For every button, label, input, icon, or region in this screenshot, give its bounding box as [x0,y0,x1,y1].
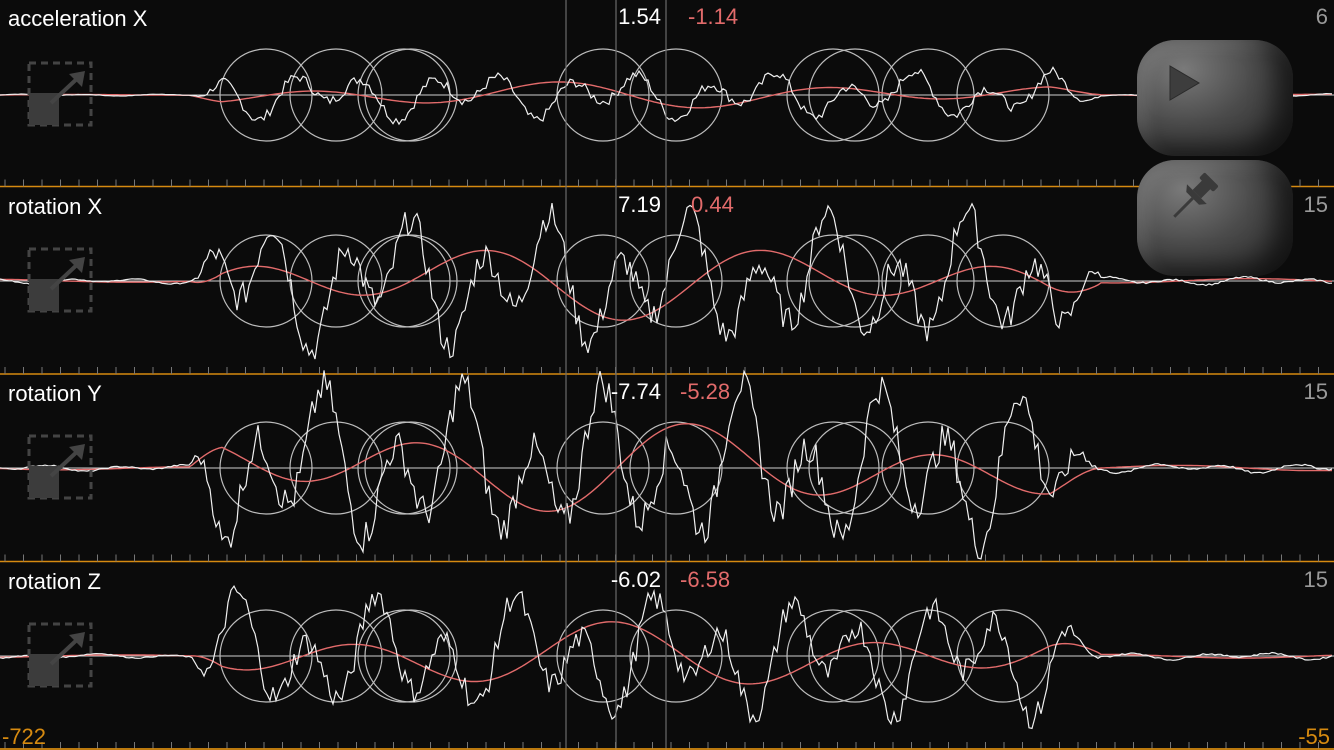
gesture-circle [786,48,880,142]
expand-icon-arrowhead [69,71,85,87]
panel-value-rotation-x: 7.19 [618,192,661,217]
gesture-circle [219,234,313,328]
gesture-circle [808,421,902,515]
gesture-circle [289,421,383,515]
play-icon [1169,65,1200,101]
panel-value-acceleration-x: 1.54 [618,4,661,29]
gesture-circle [956,48,1050,142]
gesture-circle [629,421,723,515]
gesture-circle [364,48,458,142]
gesture-circle [786,234,880,328]
gesture-circle [808,234,902,328]
panel-value2-rotation-x: 0.44 [691,192,734,217]
gesture-circle [219,609,313,703]
pin-button[interactable] [1137,160,1293,276]
range-end-label: -55 [1298,724,1330,749]
gesture-circle [289,609,383,703]
panel-value-rotation-z: -6.02 [610,567,661,592]
panel-scale-acceleration-x: 6 [1315,4,1328,29]
expand-icon-arrowhead [69,444,85,460]
panel-title-acceleration-x: acceleration X [8,6,148,31]
panel-scale-rotation-x: 15 [1303,192,1328,217]
gesture-circle [808,48,902,142]
panel-scale-rotation-y: 15 [1303,379,1328,404]
gesture-circle [364,421,458,515]
panel-scale-rotation-z: 15 [1303,567,1328,592]
panel-title-rotation-y: rotation Y [8,381,102,406]
range-start-label: -722 [2,724,47,749]
panel-value2-rotation-y: -5.28 [680,379,731,404]
gesture-circle [786,421,880,515]
panel-value-rotation-y: -7.74 [610,379,661,404]
panel-value2-rotation-z: -6.58 [680,567,731,592]
gesture-circle [556,234,650,328]
play-button[interactable] [1137,40,1293,156]
gesture-circle [629,609,723,703]
panel-title-rotation-z: rotation Z [8,569,101,594]
expand-icon-arrowhead [69,632,85,648]
expand-icon-arrowhead [69,257,85,273]
gesture-circle [629,234,723,328]
panel-title-rotation-x: rotation X [8,194,103,219]
gesture-circle [786,609,880,703]
panel-value2-acceleration-x: -1.14 [688,4,739,29]
gesture-circle [219,48,313,142]
gesture-circle [556,609,650,703]
gesture-circle [881,48,975,142]
gesture-circle [364,609,458,703]
gesture-circle [881,234,975,328]
gesture-circle [289,234,383,328]
pin-icon [1173,173,1218,218]
gesture-circle [219,421,313,515]
gesture-circle [289,48,383,142]
gesture-circle [956,421,1050,515]
gesture-circle [808,609,902,703]
gesture-circle [556,421,650,515]
gesture-circle [881,421,975,515]
